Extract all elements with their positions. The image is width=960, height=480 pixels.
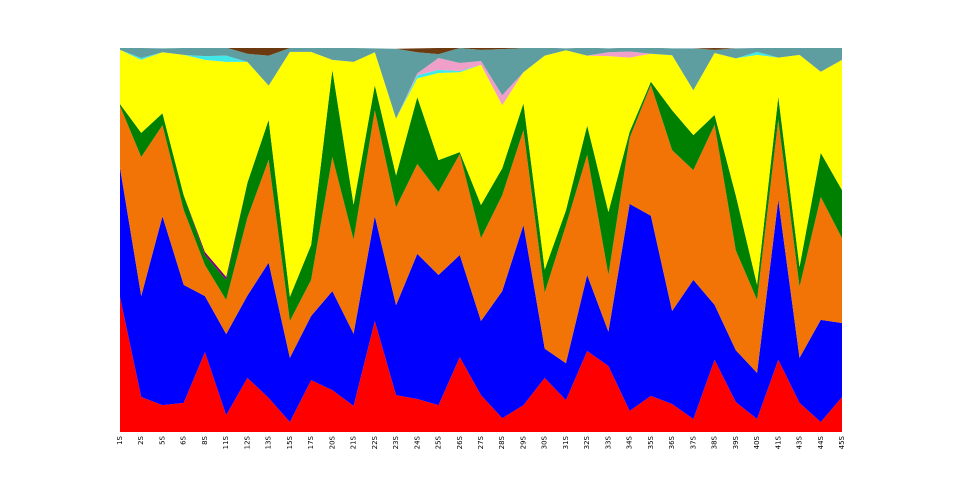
x-tick-label: 30S: [541, 435, 549, 449]
x-tick-label: 23S: [392, 435, 400, 449]
x-tick-label: 31S: [562, 435, 570, 449]
x-tick-label: 8S: [201, 435, 209, 444]
x-tick-label: 22S: [371, 435, 379, 449]
x-tick-label: 34S: [626, 435, 634, 449]
x-tick-label: 2S: [137, 435, 145, 444]
x-tick-label: 12S: [243, 435, 251, 449]
x-tick-label: 11S: [222, 435, 230, 449]
x-tick-label: 13S: [265, 435, 273, 449]
x-tick-label: 24S: [413, 435, 421, 449]
area: [120, 49, 842, 119]
x-tick-label: 17S: [307, 435, 315, 449]
x-tick-label: 39S: [732, 435, 740, 449]
x-tick-label: 33S: [604, 435, 612, 449]
area: [120, 167, 842, 423]
x-tick-label: 28S: [498, 435, 506, 449]
x-tick-label: 44S: [817, 435, 825, 449]
x-tick-label: 29S: [519, 435, 527, 449]
x-tick-label: 36S: [668, 435, 676, 449]
x-tick-label: 37S: [689, 435, 697, 449]
x-tick-label: 35S: [647, 435, 655, 449]
x-tick-label: 1S: [116, 435, 124, 444]
x-tick-label: 15S: [286, 435, 294, 449]
x-tick-label: 5S: [158, 435, 166, 444]
x-tick-label: 38S: [711, 435, 719, 449]
area: [120, 84, 842, 373]
area: [120, 48, 842, 119]
x-tick-label: 6S: [180, 435, 188, 444]
x-tick-label: 26S: [456, 435, 464, 449]
x-tick-label: 45S: [838, 435, 846, 449]
x-tick-label: 40S: [753, 435, 761, 449]
x-tick-label: 43S: [796, 435, 804, 449]
x-tick-label: 21S: [350, 435, 358, 449]
area: [120, 49, 842, 297]
area: [120, 49, 842, 119]
x-tick-label: 20S: [328, 435, 336, 449]
x-tick-label: 25S: [435, 435, 443, 449]
x-axis: 1S 2S 5S 6S 8S 11S 12S 13S 15S 17S 20S 21S 22S 23S 24S…: [116, 435, 846, 449]
x-tick-label: 32S: [583, 435, 591, 449]
plot-area: [120, 48, 842, 432]
area: [120, 48, 842, 56]
x-tick-label: 27S: [477, 435, 485, 449]
area: [120, 296, 842, 432]
x-tick-label: 41S: [774, 435, 782, 449]
